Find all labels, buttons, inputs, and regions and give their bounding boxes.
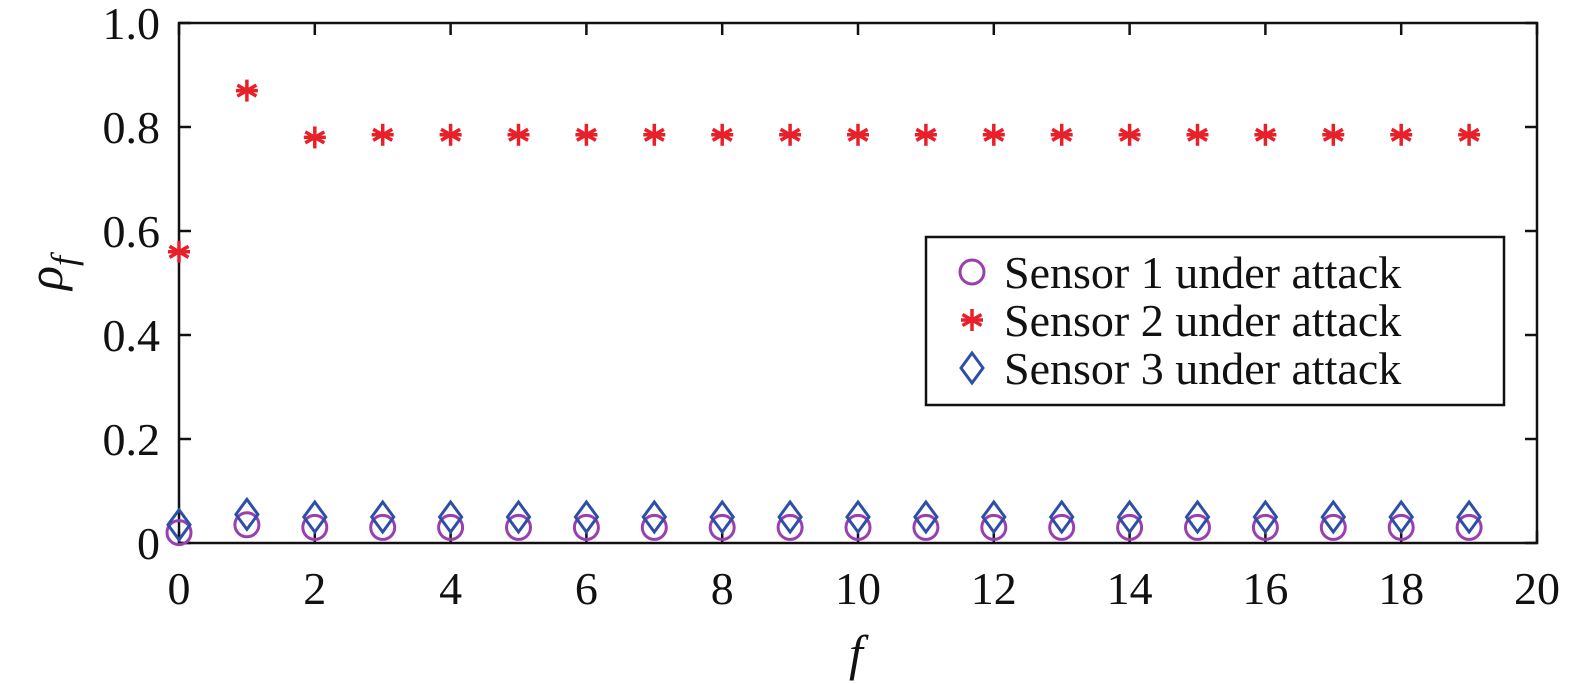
series-2	[168, 79, 1481, 263]
data-point-s3	[166, 507, 192, 543]
data-point-s3	[641, 499, 668, 535]
data-point-s1	[1387, 513, 1415, 541]
y-axis-ticks: 0 0.2 0.4 0.6 0.8 1.0	[103, 0, 1537, 569]
data-point-s2	[235, 79, 258, 102]
x-tick-label: 10	[835, 563, 881, 614]
x-tick-label: 4	[439, 563, 462, 614]
data-point-s3	[1456, 499, 1482, 535]
data-point-s2	[507, 123, 530, 146]
data-point-s1	[437, 513, 465, 541]
y-tick-label: 0.2	[103, 414, 161, 465]
data-point-s3	[505, 499, 532, 535]
data-point-s2	[371, 123, 394, 146]
data-point-s2	[439, 123, 462, 146]
data-point-s3	[709, 499, 736, 535]
data-point-s3	[913, 499, 939, 535]
y-tick-label: 0	[137, 518, 160, 569]
data-point-s3	[573, 499, 600, 535]
data-point-s3	[1184, 499, 1211, 535]
data-point-s2	[1390, 123, 1413, 146]
data-point-s2	[643, 123, 666, 146]
legend-marker	[961, 309, 983, 331]
data-point-s2	[982, 123, 1005, 146]
y-tick-label: 1.0	[103, 0, 161, 49]
data-point-s3	[369, 499, 396, 535]
data-point-s1	[980, 513, 1008, 541]
data-point-s1	[912, 513, 940, 541]
data-point-s3	[301, 499, 328, 535]
data-point-s1	[1048, 513, 1076, 541]
x-tick-label: 8	[711, 563, 734, 614]
data-point-s2	[1322, 123, 1345, 146]
legend-marker	[958, 258, 986, 286]
y-axis-title: ρf	[17, 251, 84, 292]
data-marks	[165, 79, 1483, 547]
x-axis-ticks: 0 2 4 6 8 10 12 14 16 18 20	[168, 23, 1560, 614]
data-point-s1	[1116, 513, 1144, 541]
data-point-s3	[845, 499, 871, 535]
data-point-s3	[1388, 499, 1415, 535]
data-point-s1	[301, 513, 329, 541]
data-point-s3	[437, 499, 464, 535]
data-point-s2	[303, 126, 326, 149]
data-point-s1	[369, 513, 397, 541]
data-point-s1	[1184, 513, 1211, 541]
data-point-s2	[779, 123, 802, 146]
data-point-s2	[914, 123, 937, 146]
y-tick-label: 0.4	[103, 310, 161, 361]
x-tick-label: 0	[168, 563, 191, 614]
data-point-s3	[1252, 499, 1279, 535]
series-3	[166, 496, 1482, 543]
y-tick-label: 0.6	[103, 206, 161, 257]
data-point-s1	[1251, 513, 1279, 541]
data-point-s1	[233, 511, 261, 539]
data-point-s1	[505, 513, 532, 541]
y-axis-title-main: ρ	[17, 266, 73, 292]
data-point-s1	[844, 513, 872, 541]
data-point-s3	[777, 499, 803, 535]
data-point-s2	[1458, 123, 1481, 146]
x-tick-label: 16	[1242, 563, 1288, 614]
data-point-s1	[165, 519, 193, 547]
legend-label: Sensor 2 under attack	[1004, 295, 1401, 346]
x-axis-title: f	[849, 625, 869, 681]
data-point-s3	[1320, 499, 1347, 535]
data-point-s3	[980, 499, 1007, 535]
data-point-s2	[1050, 123, 1073, 146]
data-point-s2	[1254, 123, 1277, 146]
data-point-s3	[234, 496, 260, 532]
x-tick-label: 18	[1378, 563, 1424, 614]
data-point-s2	[575, 123, 598, 146]
y-tick-label: 0.8	[103, 102, 161, 153]
data-point-s2	[1118, 123, 1141, 146]
x-tick-label: 2	[303, 563, 326, 614]
data-point-s1	[708, 513, 736, 541]
legend-label: Sensor 1 under attack	[1004, 247, 1401, 298]
legend-label: Sensor 3 under attack	[1004, 343, 1401, 394]
x-tick-label: 12	[971, 563, 1017, 614]
data-point-s2	[847, 123, 869, 146]
x-tick-label: 14	[1107, 563, 1153, 614]
data-point-s1	[1319, 513, 1347, 541]
data-point-s2	[711, 123, 734, 146]
data-point-s1	[572, 513, 600, 541]
legend-box	[924, 235, 1506, 407]
data-point-s1	[776, 513, 804, 541]
data-point-s1	[640, 513, 668, 541]
x-tick-label: 6	[575, 563, 598, 614]
legend-marker	[959, 350, 985, 386]
y-axis-title-sub: f	[44, 251, 84, 266]
data-point-s3	[1116, 499, 1143, 535]
x-tick-label: 20	[1514, 563, 1560, 614]
data-point-s3	[1048, 499, 1075, 535]
data-point-s2	[1186, 123, 1209, 146]
data-point-s1	[1455, 513, 1483, 541]
data-point-s2	[168, 240, 190, 263]
series-1	[165, 511, 1483, 547]
